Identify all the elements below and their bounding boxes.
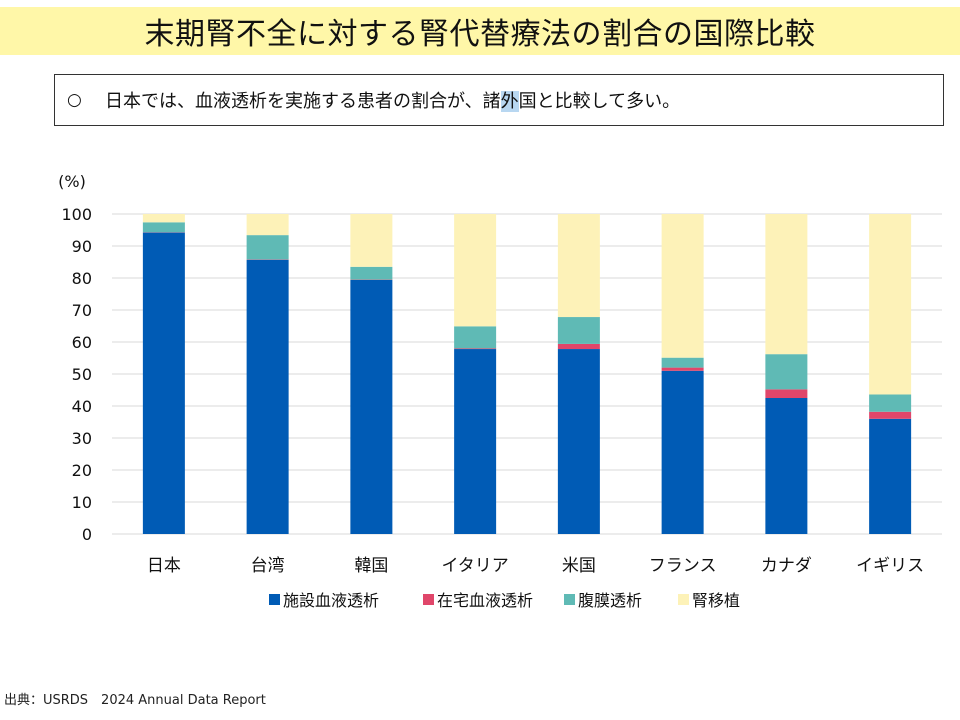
bar-segment bbox=[557, 317, 600, 344]
summary-box: ○ 日本では、血液透析を実施する患者の割合が、諸外国と比較して多い。 bbox=[54, 74, 944, 126]
legend-swatch bbox=[678, 594, 689, 605]
summary-text-highlight: 外 bbox=[500, 91, 519, 112]
legend-swatch bbox=[269, 594, 280, 605]
bar-segment bbox=[765, 398, 808, 534]
bar-segment bbox=[557, 343, 600, 350]
bullet-icon: ○ bbox=[67, 90, 82, 110]
x-tick-label: 日本 bbox=[147, 556, 181, 576]
y-tick-label: 10 bbox=[72, 493, 92, 512]
bar-segment bbox=[661, 367, 704, 371]
bar-segment bbox=[142, 222, 185, 233]
legend-label: 施設血液透析 bbox=[283, 591, 379, 610]
page-title: 末期腎不全に対する腎代替療法の割合の国際比較 bbox=[0, 7, 960, 55]
legend-label: 腎移植 bbox=[692, 591, 740, 610]
summary-text-after: 国と比較して多い。 bbox=[518, 91, 681, 112]
bar-segment bbox=[661, 357, 704, 368]
bar-segment bbox=[454, 326, 497, 349]
y-tick-label: 100 bbox=[61, 205, 92, 224]
bar-segment bbox=[557, 214, 600, 318]
y-tick-label: 20 bbox=[72, 461, 92, 480]
summary-text-before: 日本では、血液透析を実施する患者の割合が、諸 bbox=[105, 91, 501, 112]
bar-segment bbox=[869, 411, 912, 419]
bar-segment bbox=[350, 266, 393, 280]
legend-swatch bbox=[564, 594, 575, 605]
legend-label: 在宅血液透析 bbox=[437, 591, 533, 610]
summary-text: 日本では、血液透析を実施する患者の割合が、諸外国と比較して多い。 bbox=[105, 87, 680, 113]
y-tick-label: 50 bbox=[72, 365, 92, 384]
y-unit-label: (%) bbox=[58, 172, 86, 191]
bar-segment bbox=[350, 214, 393, 267]
bar-segment bbox=[765, 354, 808, 390]
bar-segment bbox=[246, 214, 289, 236]
bar-segment bbox=[557, 349, 600, 534]
bar-segment bbox=[869, 214, 912, 395]
bar-segment bbox=[869, 394, 912, 412]
legend-label: 腹膜透析 bbox=[578, 591, 642, 610]
bar-segment bbox=[765, 214, 808, 355]
bar-segment bbox=[142, 232, 185, 534]
x-tick-label: 米国 bbox=[562, 556, 596, 576]
x-tick-label: 台湾 bbox=[251, 556, 285, 576]
y-tick-label: 30 bbox=[72, 429, 92, 448]
y-tick-label: 60 bbox=[72, 333, 92, 352]
bar-segment bbox=[661, 214, 704, 358]
x-tick-label: カナダ bbox=[761, 556, 812, 576]
bar-segment bbox=[142, 214, 185, 223]
bar-segment bbox=[246, 259, 289, 534]
x-tick-label: イギリス bbox=[856, 556, 924, 576]
x-tick-label: フランス bbox=[649, 556, 717, 576]
bar-segment bbox=[869, 418, 912, 534]
bar-segment bbox=[454, 348, 497, 350]
bar-segment bbox=[454, 349, 497, 534]
y-tick-label: 90 bbox=[72, 237, 92, 256]
bar-segment bbox=[454, 214, 497, 327]
bar-segment bbox=[350, 279, 393, 534]
y-tick-label: 40 bbox=[72, 397, 92, 416]
bar-segment bbox=[246, 235, 289, 260]
bar-segment bbox=[661, 370, 704, 534]
y-tick-label: 0 bbox=[82, 525, 92, 544]
y-tick-label: 70 bbox=[72, 301, 92, 320]
stacked-bar-chart: (%) 0 10 20 30 40 50 60 70 80 90 100 日本 台湾 韓国 イタリア 米国 フラン… bbox=[58, 172, 942, 610]
x-tick-label: 韓国 bbox=[354, 556, 388, 576]
x-tick-label: イタリア bbox=[441, 556, 508, 576]
bar-segment bbox=[765, 389, 808, 398]
legend-swatch bbox=[423, 594, 434, 605]
y-tick-label: 80 bbox=[72, 269, 92, 288]
source-note: 出典：USRDS 2024 Annual Data Report bbox=[4, 693, 266, 708]
